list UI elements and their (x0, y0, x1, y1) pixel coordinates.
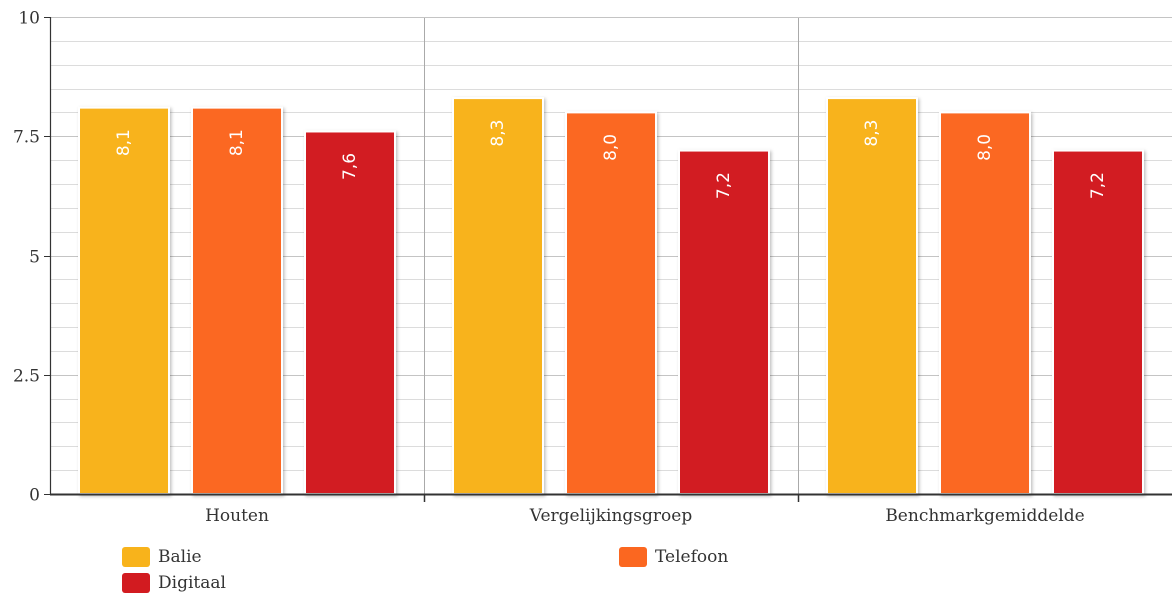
bar-data-label: 7,2 (1088, 172, 1108, 199)
bars (78, 97, 1144, 496)
axes (44, 17, 1172, 502)
labels: 0 2.5 5 7.5 10 8,1 8,1 7,6 Houten 8,3 8,0 7,2 Vergel… (13, 9, 1108, 527)
x-category-label: Benchmarkgemiddelde (885, 506, 1084, 526)
y-tick-label: 2.5 (13, 367, 40, 387)
y-tick-label: 0 (29, 486, 40, 506)
legend-item-balie: Balie (122, 547, 202, 567)
legend-item-digitaal: Digitaal (122, 573, 226, 593)
legend-label: Balie (158, 547, 202, 567)
bar-digitaal (1052, 149, 1144, 495)
legend-label: Telefoon (655, 547, 729, 567)
bar-data-label: 8,1 (227, 129, 247, 156)
bar-data-label: 7,6 (340, 153, 360, 180)
bar-balie (452, 97, 544, 495)
bar-telefoon (565, 111, 657, 496)
bar-data-label: 8,0 (601, 134, 621, 161)
bar-digitaal (304, 130, 396, 495)
y-tick-label: 10 (18, 9, 40, 29)
bar-data-label: 8,3 (862, 120, 882, 147)
bar-data-label: 8,1 (114, 129, 134, 156)
legend-swatch (619, 547, 647, 567)
legend-swatch (122, 573, 150, 593)
bar-balie (826, 97, 918, 495)
x-category-label: Vergelijkingsgroep (529, 506, 693, 526)
bar-data-label: 7,2 (714, 172, 734, 199)
legend-swatch (122, 547, 150, 567)
bar-data-label: 8,0 (975, 134, 995, 161)
bar-telefoon (939, 111, 1031, 496)
x-category-label: Houten (205, 506, 269, 526)
bar-digitaal (678, 149, 770, 495)
bar-telefoon (191, 106, 283, 495)
legend-label: Digitaal (158, 573, 226, 593)
y-tick-label: 7.5 (13, 128, 40, 148)
y-tick-label: 5 (29, 248, 40, 268)
bar-balie (78, 106, 170, 495)
bar-data-label: 8,3 (488, 120, 508, 147)
legend-item-telefoon: Telefoon (619, 547, 728, 567)
